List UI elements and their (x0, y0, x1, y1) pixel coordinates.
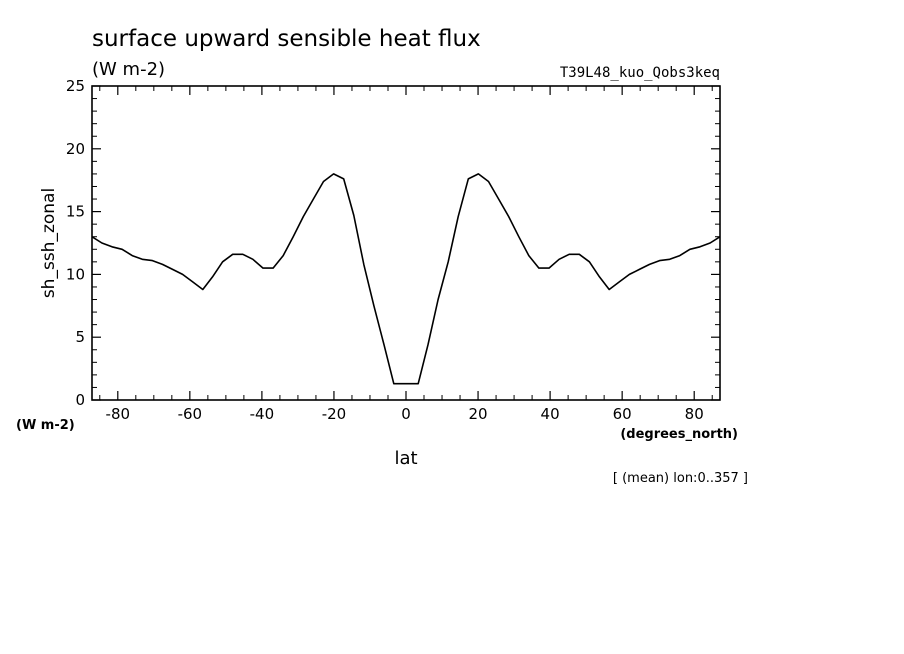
x-tick-label: 20 (469, 405, 488, 423)
y-axis-units: (W m-2) (16, 418, 75, 433)
axis-ticks (92, 85, 720, 401)
chart-title: surface upward sensible heat flux (92, 26, 481, 52)
series-line (91, 173, 721, 385)
y-axis-label: sh_ssh_zonal (39, 188, 59, 298)
footnote: [ (mean) lon:0..357 ] (613, 471, 748, 486)
y-tick-label: 15 (66, 203, 85, 221)
y-tick-label: 25 (66, 77, 85, 95)
x-tick-label: 80 (685, 405, 704, 423)
x-axis-label: lat (394, 448, 417, 469)
x-tick-label: 0 (401, 405, 411, 423)
x-tick-label: 60 (613, 405, 632, 423)
x-tick-label: -40 (250, 405, 275, 423)
chart-units: (W m-2) (92, 59, 165, 80)
axis-tick-labels: -80 -60 -40 -20 0 20 40 60 80 0 5 10 15 20 25 (66, 77, 704, 423)
x-tick-label: -60 (178, 405, 203, 423)
y-tick-label: 10 (66, 265, 85, 283)
y-tick-label: 5 (75, 328, 85, 346)
y-tick-label: 0 (75, 391, 85, 409)
x-tick-label: -20 (322, 405, 347, 423)
x-axis-units: (degrees_north) (620, 427, 738, 442)
plot-frame (91, 85, 721, 401)
x-tick-label: -80 (106, 405, 131, 423)
y-tick-label: 20 (66, 140, 85, 158)
experiment-label: T39L48_kuo_Qobs3keq (560, 65, 720, 81)
x-tick-label: 40 (541, 405, 560, 423)
